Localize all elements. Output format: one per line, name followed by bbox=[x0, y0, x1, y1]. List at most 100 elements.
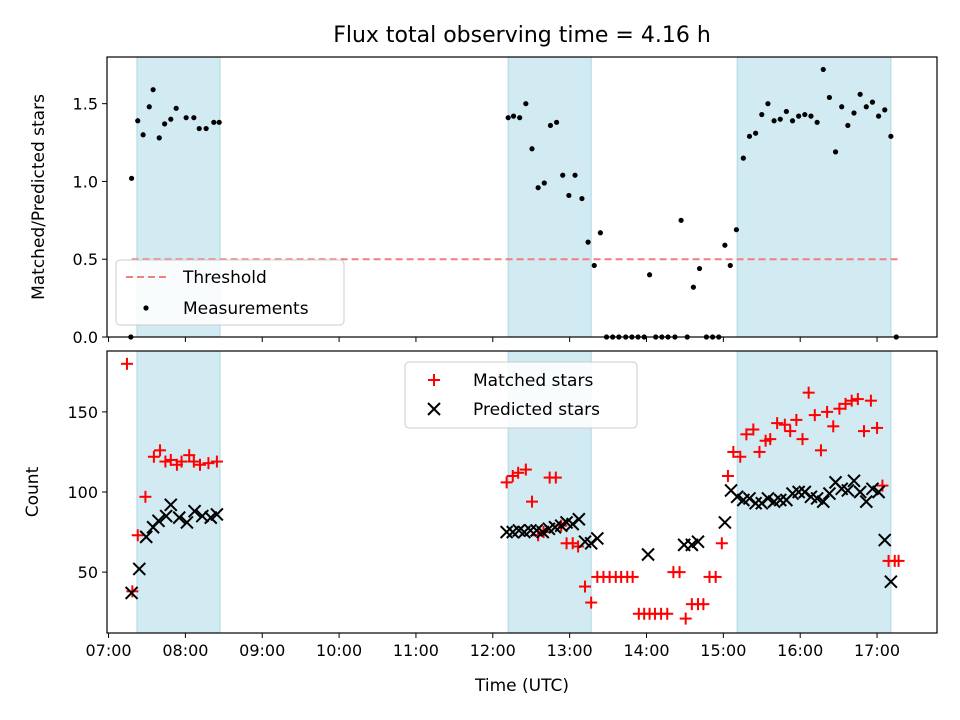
predicted-star-point bbox=[773, 493, 787, 507]
predicted-star-point bbox=[159, 509, 173, 523]
matched-star-point bbox=[585, 596, 598, 609]
top-legend-box bbox=[115, 259, 345, 326]
matched-star-point bbox=[796, 433, 809, 446]
x-tick-label: 14:00 bbox=[623, 641, 669, 660]
matched-star-point bbox=[572, 540, 585, 553]
y-tick-label: 0.5 bbox=[73, 250, 98, 269]
figure-title: Flux total observing time = 4.16 h bbox=[333, 23, 711, 48]
legend-predicted-swatch bbox=[427, 402, 441, 416]
matched-star-point bbox=[784, 425, 797, 438]
predicted-star-point bbox=[499, 525, 514, 539]
matched-star-point bbox=[549, 471, 562, 484]
measurement-point bbox=[753, 130, 759, 136]
matched-star-point bbox=[802, 386, 815, 399]
predicted-star-point bbox=[641, 547, 655, 562]
measurement-point bbox=[765, 101, 771, 107]
matched-star-point bbox=[727, 445, 740, 458]
measurement-point bbox=[547, 122, 554, 129]
matched-star-point bbox=[202, 457, 215, 470]
predicted-star-point bbox=[590, 531, 605, 546]
measurement-point bbox=[740, 155, 746, 161]
measurement-point bbox=[783, 108, 789, 115]
matched-star-point bbox=[821, 405, 834, 418]
matched-star-point bbox=[747, 423, 760, 436]
bottom-legend-box bbox=[404, 361, 638, 429]
measurement-point bbox=[839, 104, 845, 110]
matched-star-point bbox=[764, 433, 777, 446]
matched-star-point bbox=[131, 529, 144, 542]
measurement-point bbox=[826, 94, 833, 101]
matched-star-point bbox=[519, 463, 532, 476]
matched-star-point bbox=[864, 394, 877, 407]
predicted-star-point bbox=[847, 474, 861, 488]
measurement-point bbox=[566, 192, 572, 199]
bottom-legend: Matched stars Predicted stars bbox=[404, 361, 638, 429]
legend-threshold-label: Threshold bbox=[182, 268, 267, 288]
y-tick-label: 50 bbox=[78, 563, 98, 582]
predicted-star-point bbox=[871, 485, 886, 499]
legend-matched-swatch bbox=[428, 374, 440, 386]
measurement-point bbox=[572, 172, 578, 178]
measurement-point bbox=[814, 119, 820, 125]
matched-star-point bbox=[778, 418, 791, 431]
measurement-point bbox=[560, 172, 566, 178]
y-tick-label: 150 bbox=[67, 403, 98, 422]
predicted-star-point bbox=[748, 496, 763, 510]
top-panel: 0.0 0.5 1.0 1.5 Matched/Predicted stars Thr… bbox=[29, 56, 938, 347]
measurement-point bbox=[168, 116, 174, 122]
x-tick-label: 08:00 bbox=[162, 641, 208, 660]
predicted-star-point bbox=[132, 562, 146, 576]
measurement-point bbox=[882, 107, 888, 113]
measurement-point bbox=[150, 87, 156, 93]
x-tick-label: 11:00 bbox=[393, 641, 439, 660]
measurement-point bbox=[505, 115, 511, 121]
top-ticks: 0.0 0.5 1.0 1.5 bbox=[73, 95, 878, 347]
measurement-point bbox=[553, 119, 560, 125]
measurement-point bbox=[173, 105, 179, 111]
predicted-star-point bbox=[124, 586, 139, 600]
predicted-star-point bbox=[210, 507, 224, 522]
measurement-point bbox=[510, 113, 517, 119]
matched-star-point bbox=[697, 598, 710, 611]
measurement-point bbox=[832, 149, 839, 155]
predicted-star-point bbox=[164, 498, 178, 512]
measurement-point bbox=[597, 230, 603, 236]
matched-star-point bbox=[673, 566, 686, 579]
measurement-point bbox=[156, 135, 162, 141]
y-tick-label: 1.5 bbox=[73, 95, 98, 114]
measurement-point bbox=[789, 118, 796, 124]
matched-star-point bbox=[851, 393, 864, 406]
predicted-star-point bbox=[816, 494, 830, 509]
predicted-star-point bbox=[884, 575, 898, 589]
measurement-point bbox=[802, 111, 808, 118]
x-tick-label: 07:00 bbox=[85, 641, 131, 660]
measurement-point bbox=[135, 118, 141, 124]
matched-star-point bbox=[159, 455, 172, 468]
matched-star-point bbox=[827, 420, 840, 433]
measurement-point bbox=[690, 284, 696, 290]
predicted-star-point bbox=[841, 483, 855, 498]
y-tick-label: 100 bbox=[67, 483, 98, 502]
matched-star-point bbox=[120, 357, 133, 370]
predicted-star-point bbox=[151, 514, 166, 528]
measurement-point bbox=[196, 125, 202, 132]
matched-star-point bbox=[740, 428, 753, 441]
measurement-point bbox=[591, 262, 597, 269]
top-legend: Threshold Measurements bbox=[115, 259, 345, 326]
bottom-panel: 07:00 08:00 09:00 10:00 11:00 12:00 13:00 14:00… bbox=[23, 350, 938, 696]
measurement-point bbox=[808, 113, 814, 119]
matched-star-point bbox=[808, 409, 821, 422]
measurement-point bbox=[203, 125, 209, 132]
matched-star-point bbox=[164, 453, 177, 466]
measurement-point bbox=[696, 265, 703, 272]
measurement-point bbox=[517, 115, 523, 121]
measurement-point bbox=[857, 91, 863, 97]
matched-star-point bbox=[892, 554, 905, 567]
matched-star-point bbox=[500, 476, 513, 489]
x-tick-label: 15:00 bbox=[700, 641, 746, 660]
measurement-point bbox=[216, 119, 222, 125]
matched-star-point bbox=[839, 397, 852, 410]
measurement-point bbox=[128, 175, 135, 181]
x-tick-label: 10:00 bbox=[316, 641, 362, 660]
